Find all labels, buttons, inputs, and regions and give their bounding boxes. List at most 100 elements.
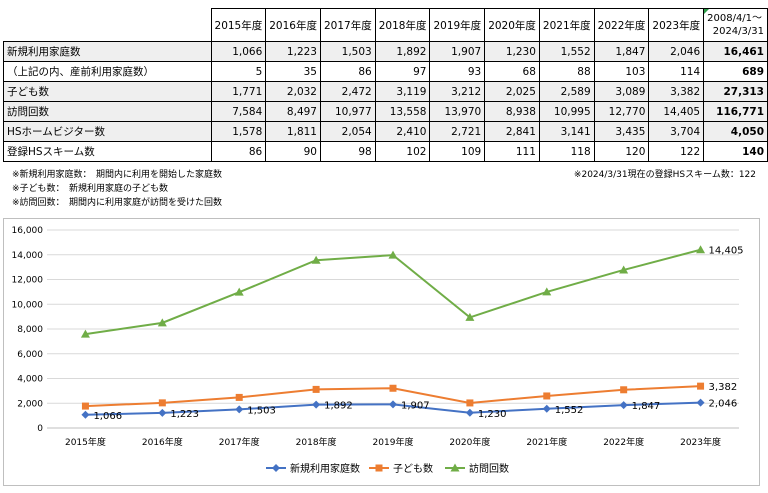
table-cell: 2,054	[319, 121, 376, 142]
table-cell: 2,032	[265, 81, 321, 102]
data-point	[157, 318, 167, 327]
year-header: 2015年度	[210, 8, 267, 42]
legend-marker	[375, 464, 383, 472]
table-row: 登録HSスキーム数 86 90 98 102 109 111 118 120 122 140	[3, 141, 768, 162]
table-cell: 1,578	[210, 121, 267, 142]
table-cell: 88	[538, 61, 595, 82]
x-tick-label: 2019年度	[373, 436, 414, 448]
x-tick-label: 2015年度	[65, 436, 106, 448]
table-cell: 2,410	[374, 121, 431, 142]
cumulative-header: 2008/4/1～ 2024/3/31	[703, 8, 768, 42]
table-cell: 2,046	[648, 41, 705, 62]
row-label: 新規利用家庭数	[3, 41, 212, 62]
y-tick-label: 16,000	[12, 226, 44, 236]
table-cell: 1,230	[484, 41, 540, 62]
table-row: 訪問回数 7,584 8,497 10,977 13,558 13,970 8,938 10,…	[3, 101, 768, 122]
table-cell: 118	[538, 141, 595, 162]
y-tick-label: 10,000	[12, 300, 44, 310]
data-point	[388, 250, 398, 259]
series-line	[85, 248, 701, 336]
table-cell: 1,552	[538, 41, 595, 62]
table-cell: 1,811	[265, 121, 321, 142]
legend-label: 子ども数	[393, 462, 433, 475]
data-point	[158, 399, 166, 407]
row-label: 訪問回数	[3, 101, 212, 122]
y-tick-label: 8,000	[17, 325, 43, 335]
data-point	[312, 385, 320, 393]
data-point	[465, 408, 474, 417]
table-cell: 93	[429, 61, 486, 82]
y-tick-label: 12,000	[12, 276, 44, 286]
cumulative-total-cell: 16,461	[703, 41, 768, 62]
table-cell: 2,721	[429, 121, 486, 142]
data-point	[696, 245, 706, 254]
row-label: 登録HSスキーム数	[3, 141, 212, 162]
table-cell: 122	[648, 141, 705, 162]
table-cell: 8,938	[484, 101, 540, 122]
table-row: HSホームビジター数 1,578 1,811 2,054 2,410 2,721 2,841…	[3, 121, 768, 142]
table-cell: 12,770	[593, 101, 650, 122]
table-cell: 114	[648, 61, 705, 82]
table-cell: 5	[210, 61, 267, 82]
table-cell: 1,847	[593, 41, 650, 62]
table-cell: 14,405	[648, 101, 705, 122]
table-cell: 2,472	[319, 81, 376, 102]
table-cell: 3,119	[374, 81, 431, 102]
year-header: 2020年度	[484, 8, 540, 42]
table-cell: 111	[484, 141, 540, 162]
note-scheme-count: ※2024/3/31現在の登録HSスキーム数：122	[573, 170, 756, 180]
x-tick-label: 2016年度	[142, 436, 183, 448]
data-point	[696, 398, 705, 407]
table-cell: 1,503	[319, 41, 376, 62]
data-point	[235, 393, 243, 401]
data-point	[389, 384, 397, 392]
table-cell: 1,892	[374, 41, 431, 62]
table-cell: 3,141	[538, 121, 595, 142]
table-cell: 10,977	[319, 101, 376, 122]
year-header: 2017年度	[319, 8, 376, 42]
cell-indicator-icon	[704, 9, 710, 14]
y-tick-label: 4,000	[17, 375, 43, 385]
legend-label: 訪問回数	[469, 462, 509, 475]
legend-marker	[272, 464, 280, 472]
note-line: ※訪問回数： 期間内に利用家庭が訪問を受けた回数	[12, 198, 223, 208]
y-tick-label: 2,000	[17, 399, 43, 409]
table-header-row: 2015年度 2016年度 2017年度 2018年度 2019年度 2020年…	[3, 8, 768, 42]
table-cell: 2,841	[484, 121, 540, 142]
row-label: 子ども数	[3, 81, 212, 102]
year-header: 2018年度	[374, 8, 431, 42]
y-tick-label: 14,000	[12, 251, 44, 261]
chart-svg: 0 2,000 4,000 6,000 8,000 10,000 12,000 14,000 1…	[12, 226, 744, 475]
table-cell: 3,212	[429, 81, 486, 102]
table-cell: 102	[374, 141, 431, 162]
data-point	[619, 265, 629, 274]
x-tick-label: 2020年度	[449, 436, 490, 448]
table-cell: 7,584	[210, 101, 267, 122]
table-cell: 97	[374, 61, 431, 82]
notes-left: ※新規利用家庭数： 期間内に利用を開始した家庭数 ※子ども数： 新規利用家庭の子…	[12, 168, 222, 210]
table-cell: 86	[210, 141, 267, 162]
data-point	[81, 402, 89, 410]
data-point	[234, 287, 244, 296]
data-point	[389, 400, 397, 409]
table-cell: 68	[484, 61, 540, 82]
note-line: ※新規利用家庭数： 期間内に利用を開始した家庭数	[12, 170, 223, 180]
data-label: 1,892	[324, 401, 353, 412]
data-point	[311, 255, 321, 264]
cumulative-total-cell: 4,050	[703, 121, 768, 142]
table-cell: 90	[265, 141, 321, 162]
table-cell: 3,435	[593, 121, 650, 142]
table-row: （上記の内、産前利用家庭数） 5 35 86 97 93 68 88 103 114 689	[3, 61, 768, 82]
table-cell: 13,970	[429, 101, 486, 122]
data-label: 2,046	[709, 399, 738, 410]
year-header: 2023年度	[648, 8, 705, 42]
cumulative-end: 2024/3/31	[712, 26, 764, 37]
data-point	[542, 404, 551, 413]
x-tick-label: 2021年度	[526, 436, 567, 448]
stats-table: 2015年度 2016年度 2017年度 2018年度 2019年度 2020年…	[3, 8, 768, 162]
x-tick-label: 2018年度	[296, 436, 337, 448]
line-chart: 0 2,000 4,000 6,000 8,000 10,000 12,000 14,000 1…	[3, 218, 760, 486]
cumulative-total-cell: 27,313	[703, 81, 768, 102]
y-tick-label: 6,000	[17, 350, 43, 360]
data-point	[466, 399, 474, 407]
